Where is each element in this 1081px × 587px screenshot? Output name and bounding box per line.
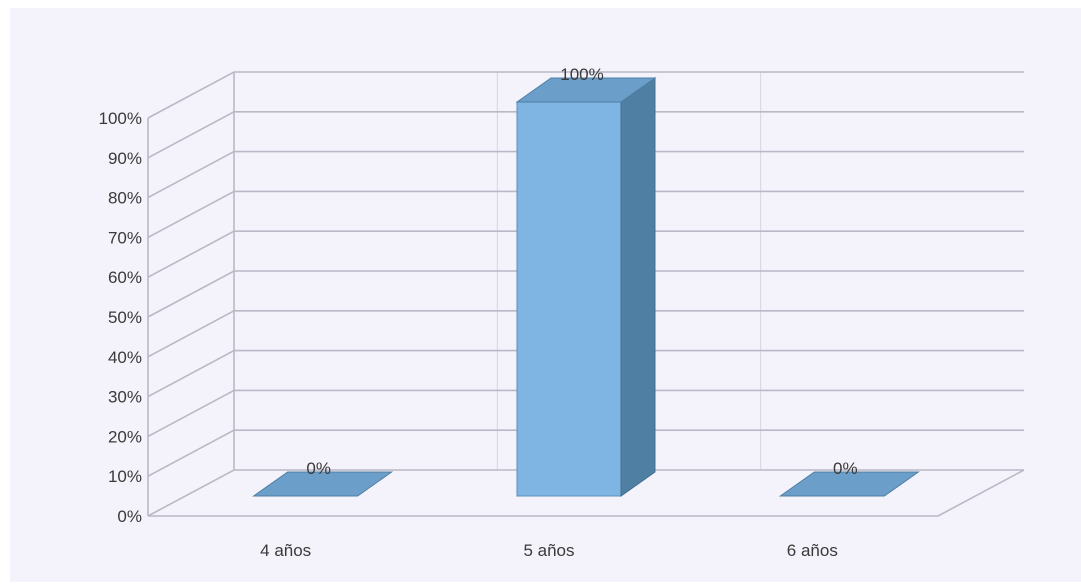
x-category-label: 4 años (260, 541, 311, 560)
data-label: 0% (833, 459, 858, 478)
y-tick-label: 10% (108, 467, 142, 486)
data-label: 0% (306, 459, 331, 478)
bar-side (620, 77, 656, 497)
y-tick-label: 50% (108, 308, 142, 327)
x-category-label: 6 años (787, 541, 838, 560)
y-tick-label: 0% (117, 507, 142, 526)
data-label: 100% (560, 65, 603, 84)
y-tick-label: 40% (108, 348, 142, 367)
y-tick-label: 30% (108, 388, 142, 407)
y-tick-label: 80% (108, 189, 142, 208)
y-tick-label: 60% (108, 268, 142, 287)
bar-front (516, 101, 622, 497)
bar-flat (252, 471, 394, 497)
bar-flat (778, 471, 920, 497)
x-category-label: 5 años (523, 541, 574, 560)
y-tick-label: 20% (108, 427, 142, 446)
y-tick-label: 100% (99, 109, 142, 128)
bar-top (515, 77, 657, 103)
y-tick-label: 90% (108, 149, 142, 168)
floor-right-edge (937, 469, 1025, 517)
y-tick-label: 70% (108, 228, 142, 247)
